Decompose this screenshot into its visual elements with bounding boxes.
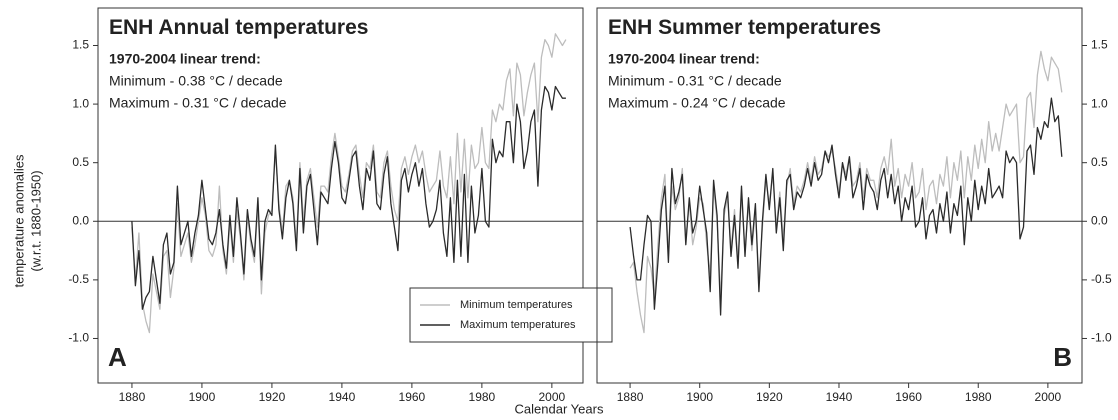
y-tick-label: 0.5 bbox=[1091, 155, 1108, 169]
x-tick-label: 1980 bbox=[469, 390, 496, 404]
x-tick-label: 1900 bbox=[686, 390, 713, 404]
x-tick-label: 1920 bbox=[259, 390, 286, 404]
y-tick-label: 0.5 bbox=[72, 155, 89, 169]
legend-label: Maximum temperatures bbox=[460, 319, 576, 331]
panel-title: ENH Summer temperatures bbox=[608, 16, 881, 39]
trend-line: Maximum - 0.31 °C / decade bbox=[109, 95, 287, 111]
trend-line: Minimum - 0.38 °C / decade bbox=[109, 73, 283, 89]
panel-frame bbox=[97, 7, 584, 384]
y-tick-label: -0.5 bbox=[68, 272, 89, 286]
y-axis-label: temperature anomalies bbox=[11, 154, 26, 287]
panel-letter: A bbox=[108, 342, 127, 372]
x-tick-label: 1960 bbox=[399, 390, 426, 404]
y-tick-label: -0.5 bbox=[1091, 272, 1112, 286]
series-line bbox=[629, 97, 1063, 316]
x-tick-label: 1940 bbox=[826, 390, 853, 404]
y-tick-label: 0.0 bbox=[72, 213, 89, 227]
series-line bbox=[131, 85, 566, 310]
trend-line: Minimum - 0.31 °C / decade bbox=[608, 73, 782, 89]
legend-box bbox=[409, 287, 613, 343]
legend: Minimum temperatures Maximum temperatures bbox=[409, 287, 613, 343]
x-tick-label: 1920 bbox=[756, 390, 783, 404]
legend-label: Minimum temperatures bbox=[460, 299, 573, 311]
trend-line: Maximum - 0.24 °C / decade bbox=[608, 95, 786, 111]
series-line bbox=[131, 33, 567, 334]
panel-title: ENH Annual temperatures bbox=[109, 16, 368, 39]
y-axis-label: (w.r.t. 1880-1950) bbox=[28, 170, 43, 271]
x-tick-label: 1960 bbox=[895, 390, 922, 404]
y-tick-label: 1.5 bbox=[1091, 38, 1108, 52]
series-line bbox=[629, 50, 1063, 334]
panel-letter: B bbox=[1053, 342, 1072, 372]
panel-frame bbox=[596, 7, 1083, 384]
x-tick-label: 1900 bbox=[189, 390, 216, 404]
x-tick-label: 2000 bbox=[1035, 390, 1062, 404]
x-tick-label: 1880 bbox=[119, 390, 146, 404]
trend-title: 1970-2004 linear trend: bbox=[608, 51, 760, 67]
y-tick-label: 1.5 bbox=[72, 38, 89, 52]
x-tick-label: 1940 bbox=[329, 390, 356, 404]
y-tick-label: -1.0 bbox=[1091, 331, 1112, 345]
x-tick-label: 1980 bbox=[965, 390, 992, 404]
trend-title: 1970-2004 linear trend: bbox=[109, 51, 261, 67]
y-tick-label: 0.0 bbox=[1091, 213, 1108, 227]
x-tick-label: 2000 bbox=[539, 390, 566, 404]
x-axis-label: Calendar Years bbox=[515, 401, 604, 416]
y-tick-label: -1.0 bbox=[68, 331, 89, 345]
x-tick-label: 1880 bbox=[617, 390, 644, 404]
y-tick-label: 1.0 bbox=[72, 96, 89, 110]
y-tick-label: 1.0 bbox=[1091, 96, 1108, 110]
